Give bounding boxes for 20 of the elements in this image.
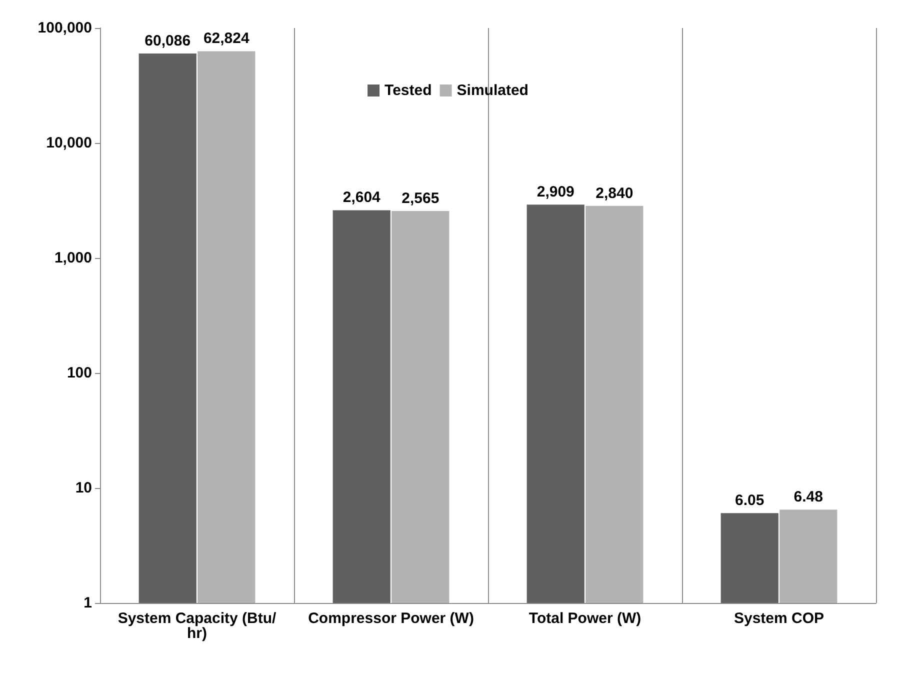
y-tick-label: 10 <box>75 480 92 496</box>
y-tick-label: 10,000 <box>46 134 92 152</box>
data-label: 2,604 <box>342 189 382 206</box>
y-tick-label: 1,000 <box>54 250 92 266</box>
legend-label: Simulated <box>456 82 528 99</box>
data-label: 2,565 <box>402 190 440 207</box>
x-tick-label: Total Power (W) <box>528 610 642 627</box>
x-tick-label: System Capacity (Btu/hr) <box>118 610 278 642</box>
data-label: 6.48 <box>794 488 823 506</box>
x-tick-label: System COP <box>734 610 824 627</box>
legend-label: Tested <box>384 82 432 99</box>
y-tick-label: 1 <box>84 594 92 612</box>
y-tick-label: 100,000 <box>38 20 92 36</box>
data-label: 2,909 <box>536 184 574 201</box>
data-label: 6.05 <box>735 492 764 510</box>
data-label: 2,840 <box>596 184 634 202</box>
x-tick-label: Compressor Power (W) <box>308 610 474 627</box>
data-label: 62,824 <box>203 30 250 48</box>
y-tick-label: 100 <box>66 364 92 382</box>
data-label: 60,086 <box>144 32 191 50</box>
